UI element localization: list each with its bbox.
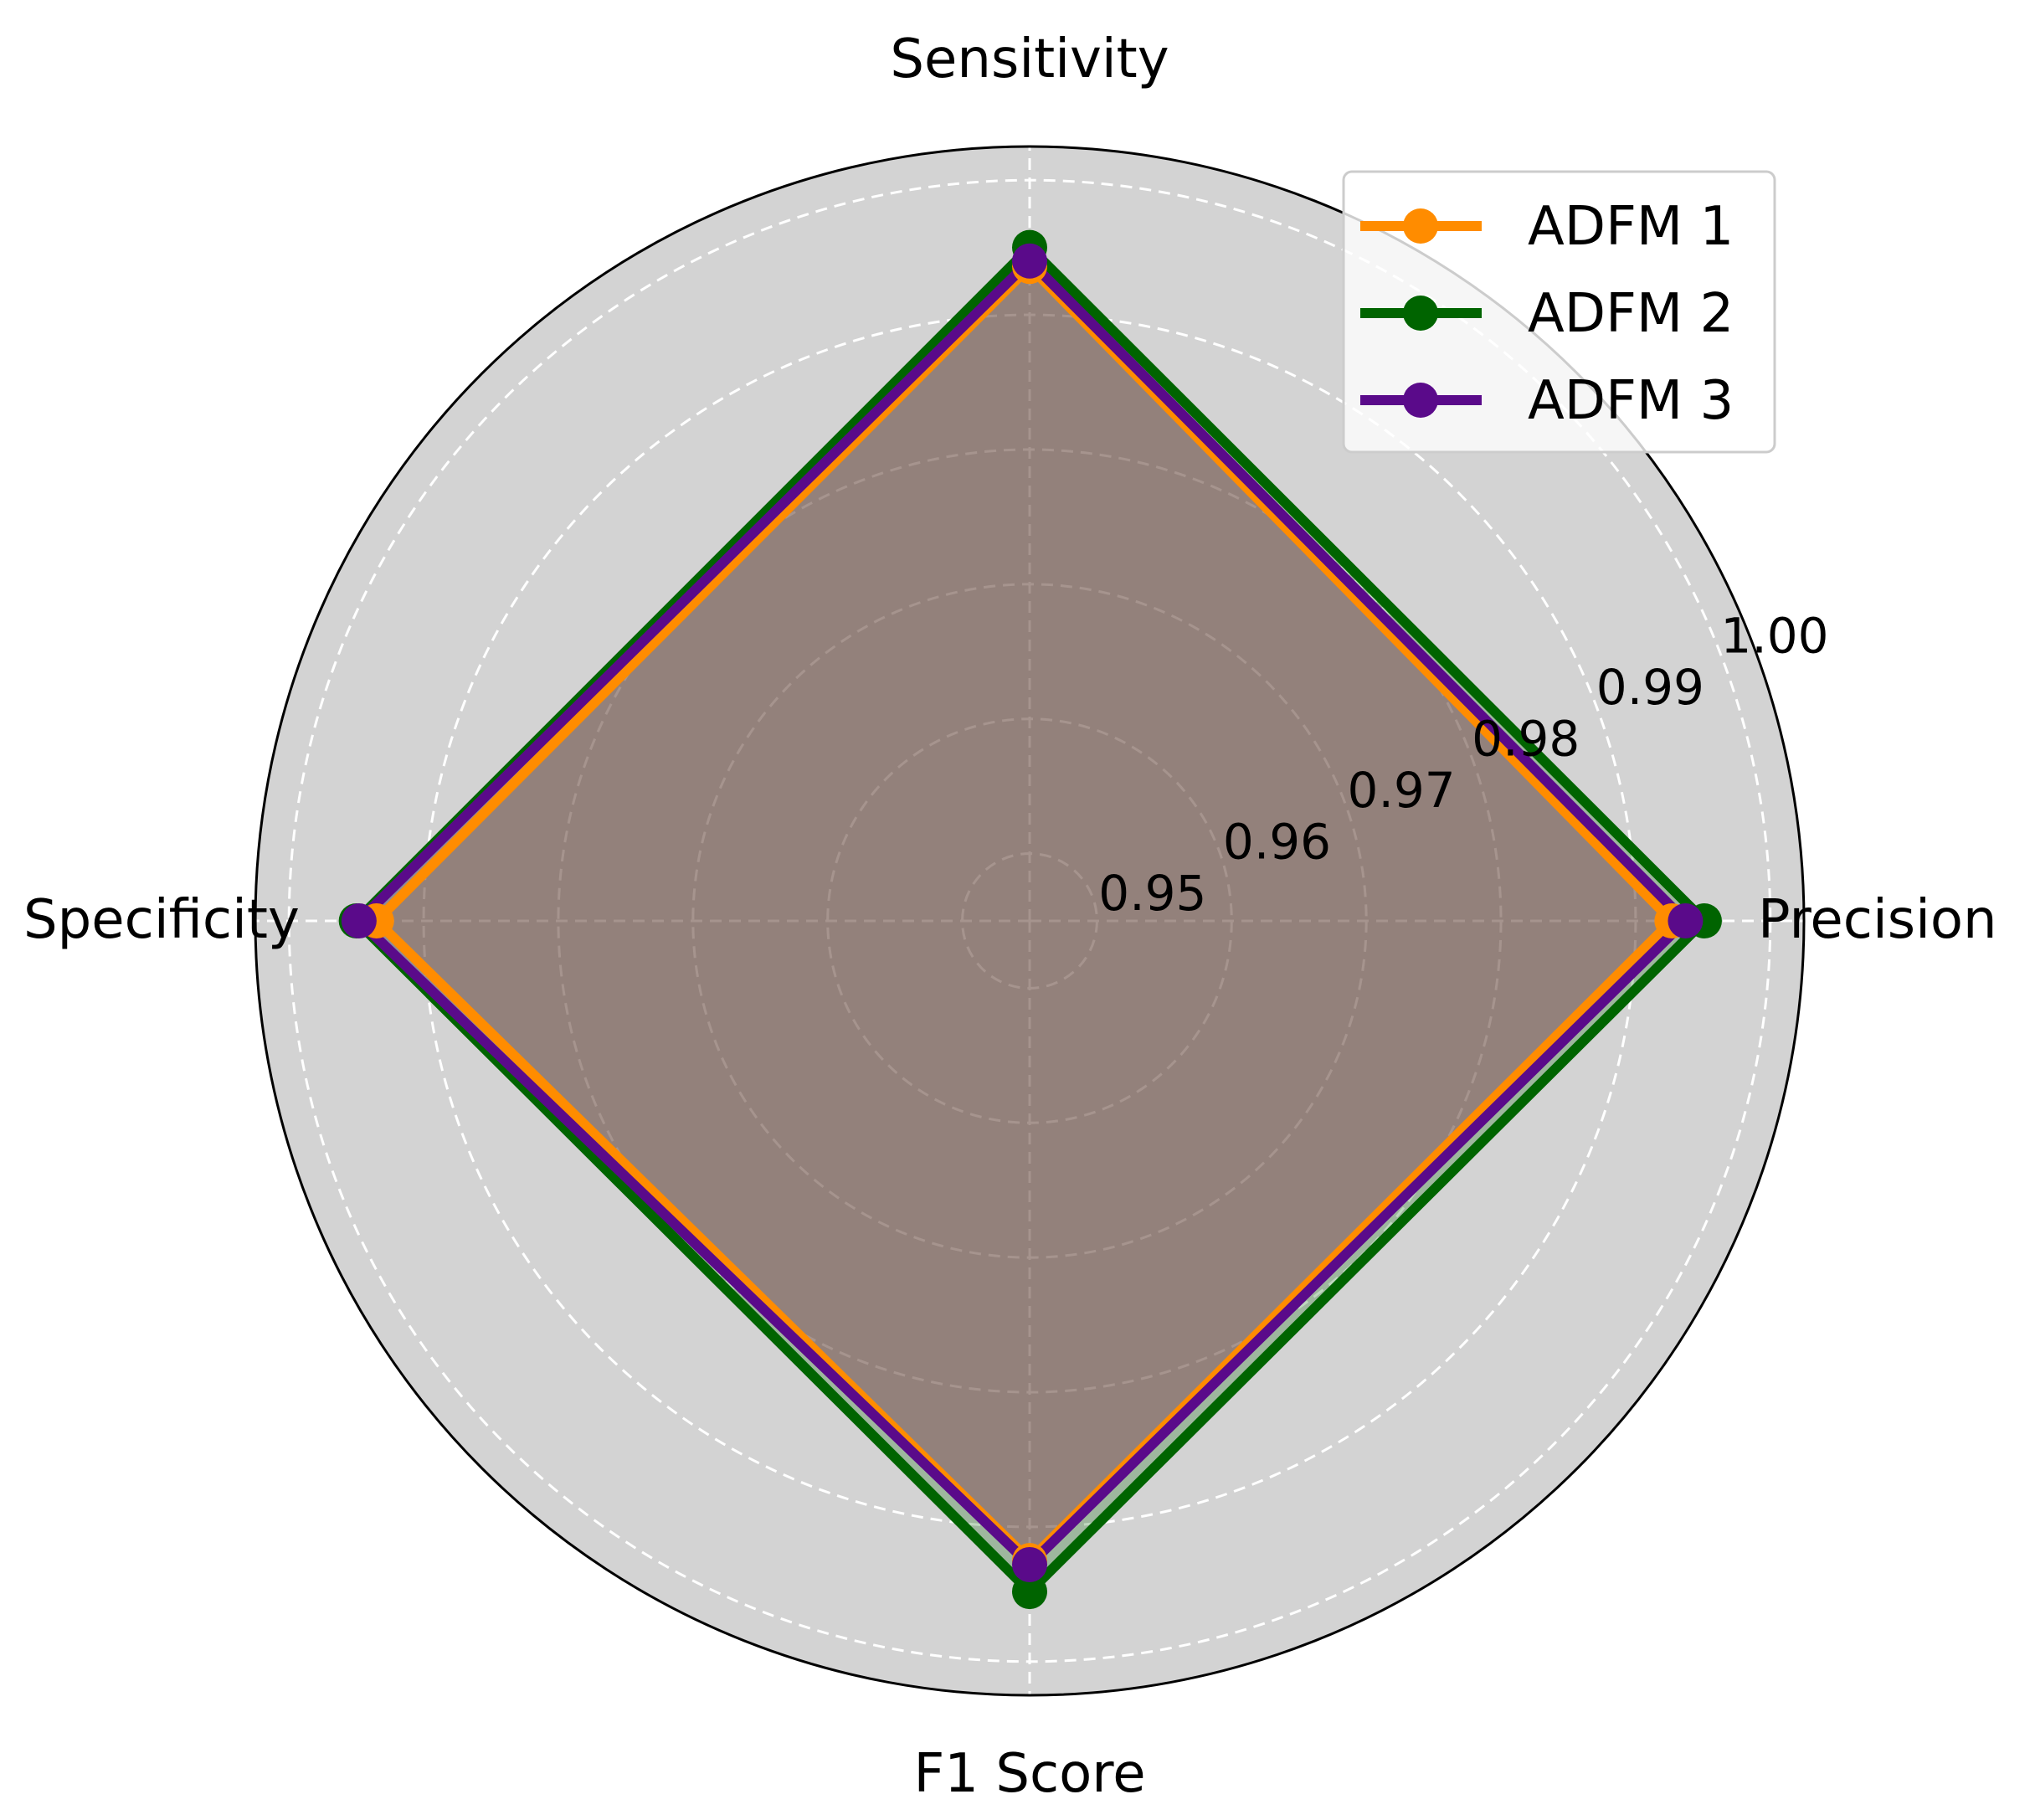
radial-tick-label: 1.00 bbox=[1720, 607, 1828, 664]
legend-marker-3 bbox=[1403, 383, 1438, 418]
series-3-point bbox=[341, 903, 377, 938]
radial-tick-label: 0.96 bbox=[1223, 814, 1331, 871]
radial-tick-label: 0.98 bbox=[1472, 711, 1580, 768]
radial-tick-labels: 0.95 0.96 0.97 0.98 0.99 1.00 bbox=[1098, 607, 1828, 922]
axis-label: Precision bbox=[1758, 889, 1997, 951]
series-point-layer bbox=[338, 229, 1722, 1610]
legend-label-1: ADFM 1 bbox=[1528, 196, 1734, 258]
axis-label: Specificity bbox=[23, 889, 300, 951]
legend-label-3: ADFM 3 bbox=[1528, 370, 1734, 432]
axis-labels: Precision Sensitivity Specificity F1 Score bbox=[23, 28, 1997, 1805]
axis-label: Sensitivity bbox=[890, 28, 1169, 90]
legend: ADFM 1 ADFM 2 ADFM 3 bbox=[1342, 170, 1776, 454]
series-2-point bbox=[1012, 1574, 1047, 1610]
legend-label-2: ADFM 2 bbox=[1528, 283, 1734, 345]
legend-marker-2 bbox=[1403, 296, 1438, 331]
legend-box bbox=[1342, 170, 1776, 454]
series-3-point bbox=[1668, 903, 1704, 938]
axis-label: F1 Score bbox=[913, 1743, 1145, 1805]
radial-tick-label: 0.95 bbox=[1098, 865, 1206, 922]
outer-boundary bbox=[254, 145, 1806, 1697]
legend-marker-1 bbox=[1403, 208, 1438, 244]
series-3-point bbox=[1012, 1546, 1047, 1582]
radial-tick-label: 0.99 bbox=[1596, 659, 1704, 716]
series-3-point bbox=[1012, 243, 1047, 279]
radial-tick-label: 0.97 bbox=[1348, 762, 1456, 819]
